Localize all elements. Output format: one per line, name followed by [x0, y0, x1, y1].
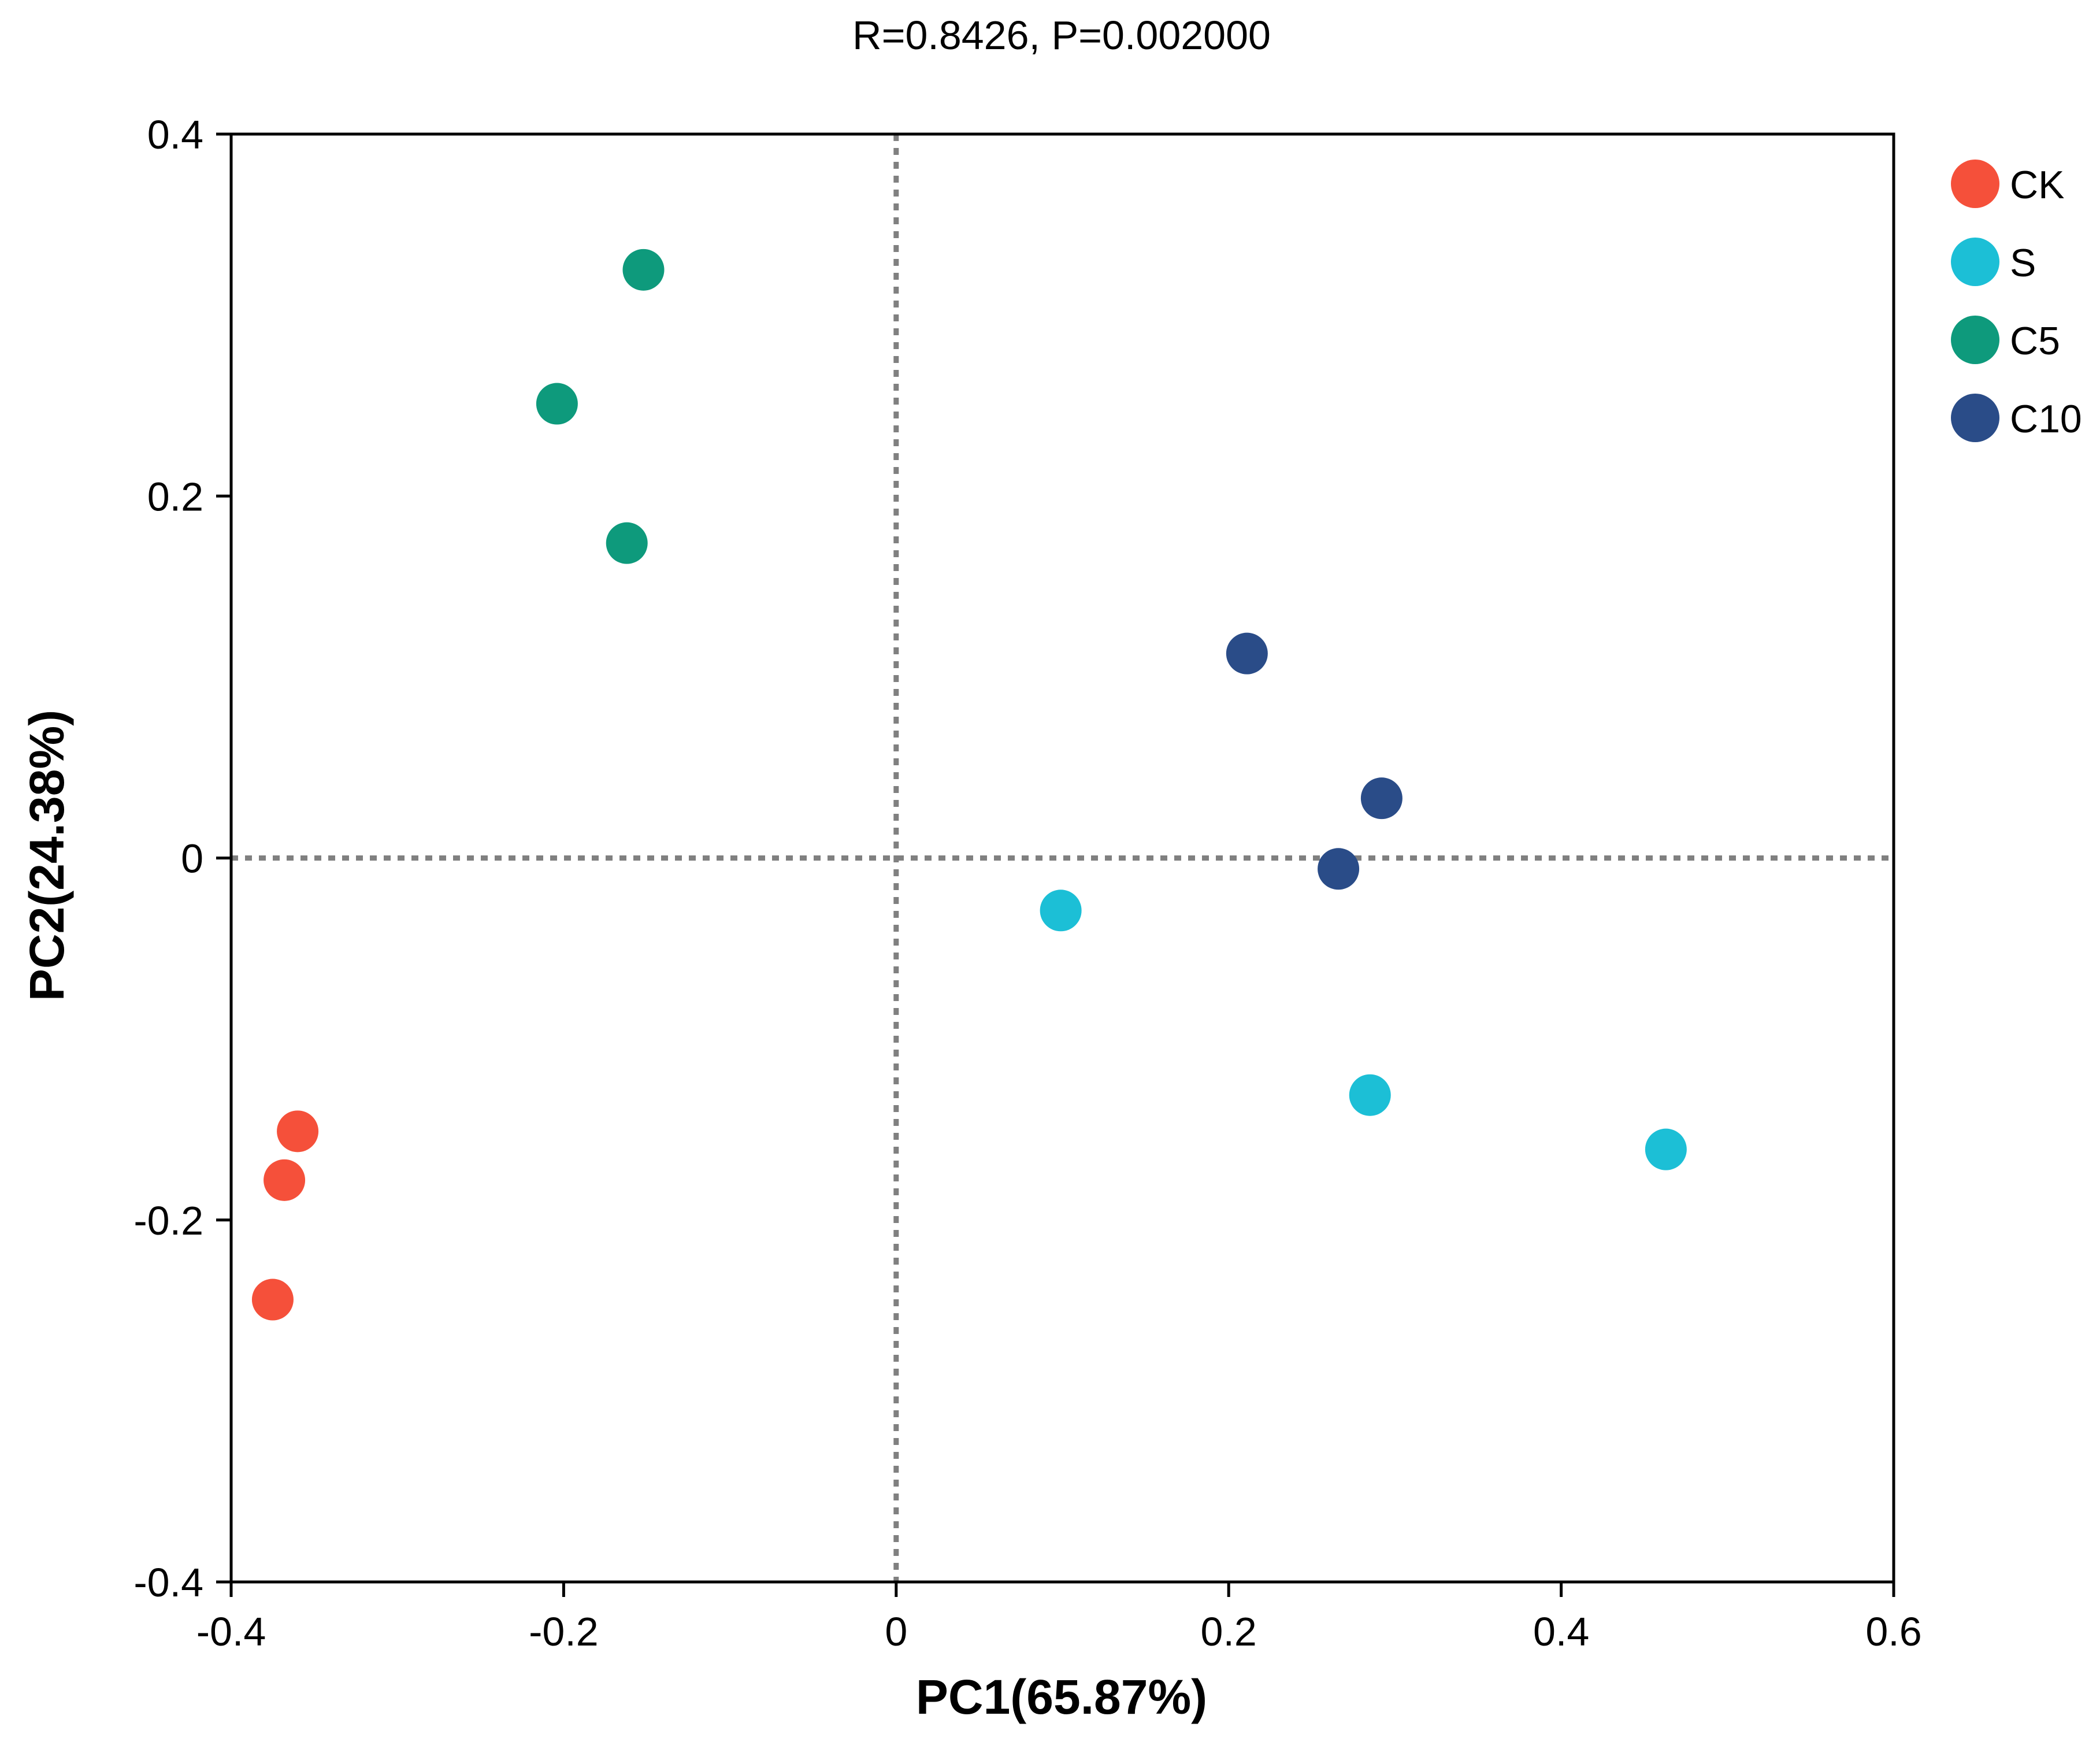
x-tick-label: 0.4: [1533, 1609, 1589, 1654]
point-s: [1349, 1074, 1391, 1116]
legend-label-c5: C5: [2010, 319, 2060, 363]
point-c5: [536, 383, 578, 425]
y-tick-label: 0.2: [147, 474, 203, 519]
y-axis-title: PC2(24.38%): [20, 710, 74, 1001]
x-axis-ticks: -0.4 -0.2 0 0.2 0.4 0.6: [196, 1582, 1922, 1654]
legend-label-s: S: [2010, 241, 2036, 285]
y-tick-label: -0.2: [133, 1198, 203, 1243]
y-tick-label: 0.4: [147, 112, 203, 157]
legend-marker-c5: [1951, 316, 1999, 364]
legend-marker-c10: [1951, 394, 1999, 442]
plot-frame: [229, 132, 1895, 1584]
y-axis-ticks: -0.4 -0.2 0 0.2 0.4: [133, 112, 231, 1605]
point-c10: [1226, 632, 1268, 675]
point-s: [1040, 890, 1082, 932]
legend-marker-s: [1951, 238, 1999, 286]
point-c5: [622, 249, 665, 291]
x-tick-label: 0: [885, 1609, 907, 1654]
x-tick-label: -0.2: [529, 1609, 599, 1654]
data-points: [251, 249, 1687, 1321]
legend: CK S C5 C10: [1951, 160, 2082, 442]
point-ck: [264, 1159, 306, 1201]
reference-lines: [231, 134, 1894, 1582]
x-tick-label: -0.4: [196, 1609, 266, 1654]
x-tick-label: 0.2: [1201, 1609, 1257, 1654]
legend-label-ck: CK: [2010, 163, 2064, 207]
x-tick-label: 0.6: [1865, 1609, 1921, 1654]
y-tick-label: 0: [181, 836, 203, 881]
point-ck: [277, 1110, 319, 1153]
y-tick-label: -0.4: [133, 1560, 203, 1605]
legend-label-c10: C10: [2010, 397, 2082, 441]
point-ck: [251, 1279, 294, 1321]
point-c5: [606, 522, 648, 564]
chart-title: R=0.8426, P=0.002000: [852, 13, 1271, 58]
point-c10: [1360, 777, 1403, 820]
legend-marker-ck: [1951, 160, 1999, 208]
point-c10: [1318, 848, 1360, 890]
x-axis-title: PC1(65.87%): [916, 1670, 1207, 1724]
point-s: [1645, 1128, 1687, 1170]
